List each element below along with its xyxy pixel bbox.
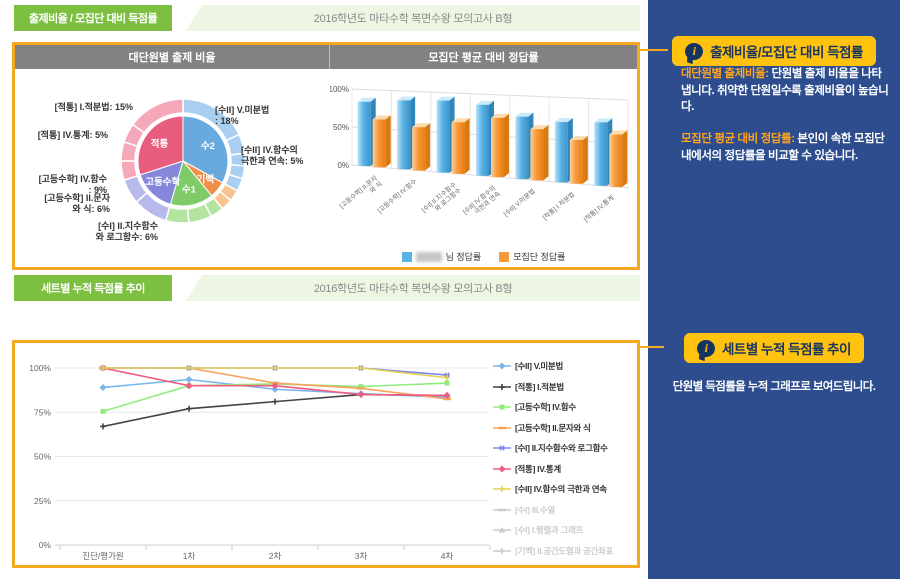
line-legend-label: [적통] IV.통계 bbox=[515, 463, 561, 474]
legend-label-user: 님 정답률 bbox=[445, 252, 482, 262]
info-desc: 본인이 속한 모집단 내에서의 정답률을 비교할 수 있습니다. bbox=[681, 133, 885, 162]
line-legend-label: [수II] IV.함수의 극한과 연속 bbox=[515, 484, 607, 495]
line-legend-label: [수I] II.지수함수와 로그함수 bbox=[515, 443, 608, 454]
bar-chart-legend: 님 정답률 모집단 정답률 bbox=[330, 250, 637, 263]
svg-text:0%: 0% bbox=[337, 161, 349, 170]
connector-line bbox=[640, 49, 668, 51]
info-term: 대단원별 출제비율: bbox=[681, 68, 769, 80]
svg-text:수2: 수2 bbox=[201, 141, 215, 152]
section-title: 2016학년도 마타수학 복면수왕 모의고사 B형 bbox=[186, 275, 640, 301]
svg-text:진단/평가원: 진단/평가원 bbox=[82, 551, 123, 561]
line-legend-item[interactable]: [수I] II.지수함수와 로그함수 bbox=[493, 438, 633, 459]
info-text-trend: 단원별 득점률을 누적 그래프로 보여드립니다. bbox=[672, 381, 876, 393]
svg-text:25%: 25% bbox=[34, 496, 51, 506]
connector-line bbox=[640, 346, 664, 348]
line-legend-label: [수I] I.행렬과 그래프 bbox=[515, 525, 584, 536]
line-legend-item[interactable]: [적통] I.적분법 bbox=[493, 377, 633, 398]
panel-exam-charts: 대단원별 출제 비율 모집단 평균 대비 정답률 수2 기벡 수1 고등수학 적통 [적통… bbox=[12, 42, 640, 270]
svg-text:[적통] IV.통계: [적통] IV.통계 bbox=[582, 193, 616, 223]
info-badge-exam-ratio: i 출제비율/모집단 대비 득점률 bbox=[672, 36, 876, 66]
line-legend-item[interactable]: [기벡] II.공간도형과 공간좌표 bbox=[493, 541, 633, 562]
svg-text:[고등수학] IV.함수: [고등수학] IV.함수 bbox=[375, 177, 418, 215]
pie-slice-label: [수I] II.지수함수 와 로그함수: 6% bbox=[95, 221, 158, 242]
info-icon: i bbox=[697, 339, 716, 357]
svg-text:4차: 4차 bbox=[441, 551, 454, 561]
svg-text:75%: 75% bbox=[34, 407, 51, 417]
pie-slice-label: [수II] IV.함수의 극한과 연속: 5% bbox=[241, 145, 304, 166]
redacted-name bbox=[415, 251, 442, 262]
line-legend-label: [수I] III.수열 bbox=[515, 504, 555, 515]
svg-text:[수I] II.지수함수와 로그함수: [수I] II.지수함수와 로그함수 bbox=[419, 180, 462, 220]
info-icon: i bbox=[685, 42, 704, 60]
pie-slice-label: [고등수학] II.문자 와 식: 6% bbox=[44, 193, 110, 214]
legend-swatch-population bbox=[499, 251, 510, 262]
line-chart-legend: [수II] V.미분법 [적통] I.적분법 [고등수학] IV.함수 [고등수학] … bbox=[493, 343, 633, 565]
svg-text:[수II] IV.함수의극한과 연속: [수II] IV.함수의극한과 연속 bbox=[461, 183, 502, 222]
line-legend-item[interactable]: [고등수학] II.문자와 식 bbox=[493, 418, 633, 439]
panel-trend-chart: 0% 25% 50% 75% 100% 진단/평가원 1차 2차 3차 4차 [수II] V.미분… bbox=[12, 340, 640, 568]
pie-slice-label: [수II] V.미분법: 18% bbox=[215, 105, 270, 126]
info-text-exam-ratio: 대단원별 출제비율: 단원별 출제 비율을 나타냅니다. 취약한 단원일수록 출… bbox=[681, 66, 889, 179]
svg-text:3차: 3차 bbox=[355, 551, 368, 561]
legend-item-population-score[interactable]: 모집단 정답률 bbox=[499, 250, 565, 263]
chart-title-row: 대단원별 출제 비율 모집단 평균 대비 정답률 bbox=[15, 45, 637, 69]
line-legend-item[interactable]: [고등수학] IV.함수 bbox=[493, 397, 633, 418]
svg-text:[수II] V.미분법: [수II] V.미분법 bbox=[501, 186, 536, 218]
legend-label-population: 모집단 정답률 bbox=[513, 252, 566, 262]
legend-item-user-score[interactable]: 님 정답률 bbox=[401, 250, 482, 263]
legend-swatch-user bbox=[401, 251, 412, 262]
line-chart: 0% 25% 50% 75% 100% 진단/평가원 1차 2차 3차 4차 bbox=[15, 343, 493, 565]
line-legend-label: [수II] V.미분법 bbox=[515, 361, 563, 372]
section-badge: 세트별 누적 득점률 추이 bbox=[14, 275, 172, 301]
svg-text:[적통] I.적분법: [적통] I.적분법 bbox=[541, 190, 577, 222]
svg-text:0%: 0% bbox=[39, 540, 52, 550]
line-legend-label: [적통] I.적분법 bbox=[515, 381, 564, 392]
pie-slice-label: [고등수학] IV.함수: 9% bbox=[38, 174, 107, 195]
svg-text:100%: 100% bbox=[29, 363, 51, 373]
line-legend-item[interactable]: [수II] IV.함수의 극한과 연속 bbox=[493, 479, 633, 500]
svg-text:수1: 수1 bbox=[182, 184, 197, 195]
line-legend-item[interactable]: [수II] V.미분법 bbox=[493, 356, 633, 377]
line-legend-label: [기벡] II.공간도형과 공간좌표 bbox=[515, 545, 614, 556]
bar-chart-plot: 100% 50% 0% [고등수학] II.문자와 식 [고등수학] IV.함수 [수I]… bbox=[329, 69, 637, 250]
section-title: 2016학년도 마타수학 복면수왕 모의고사 B형 bbox=[186, 5, 640, 31]
svg-text:50%: 50% bbox=[34, 452, 51, 462]
svg-text:100%: 100% bbox=[330, 85, 349, 94]
svg-text:고등수학: 고등수학 bbox=[145, 176, 180, 188]
info-term: 모집단 평균 대비 정답률: bbox=[681, 133, 795, 146]
info-badge-label: 세트별 누적 득점률 추이 bbox=[722, 342, 851, 357]
bar-chart: 100% 50% 0% [고등수학] II.문자와 식 [고등수학] IV.함수 [수I]… bbox=[329, 69, 637, 267]
chart-title-bar: 모집단 평균 대비 정답률 bbox=[428, 52, 539, 64]
line-legend-label: [고등수학] II.문자와 식 bbox=[515, 422, 591, 433]
line-legend-item[interactable]: [수I] I.행렬과 그래프 bbox=[493, 520, 633, 541]
line-legend-item[interactable]: [수I] III.수열 bbox=[493, 500, 633, 521]
svg-text:1차: 1차 bbox=[183, 551, 196, 561]
section-header-exam-ratio: 출제비율 / 모집단 대비 득점률 2016학년도 마타수학 복면수왕 모의고사… bbox=[14, 5, 640, 31]
svg-text:2차: 2차 bbox=[269, 551, 282, 561]
line-legend-item[interactable]: [적통] IV.통계 bbox=[493, 459, 633, 480]
section-header-trend: 세트별 누적 득점률 추이 2016학년도 마타수학 복면수왕 모의고사 B형 bbox=[14, 275, 640, 301]
info-desc: 단원별 출제 비율을 나타냅니다. 취약한 단원일수록 출제비율이 높습니다. bbox=[681, 68, 889, 114]
info-sidebar: i 출제비율/모집단 대비 득점률 대단원별 출제비율: 단원별 출제 비율을 … bbox=[648, 0, 900, 579]
info-badge-trend: i 세트별 누적 득점률 추이 bbox=[684, 333, 864, 363]
pie-slice-label: [적통] IV.통계: 5% bbox=[37, 130, 108, 140]
svg-text:적통: 적통 bbox=[151, 138, 169, 150]
svg-text:50%: 50% bbox=[333, 123, 349, 132]
chart-title-pie: 대단원별 출제 비율 bbox=[15, 45, 330, 69]
section-badge: 출제비율 / 모집단 대비 득점률 bbox=[14, 5, 172, 31]
pie-slice-label: [적통] I.적분법: 15% bbox=[54, 102, 133, 112]
pie-chart: 수2 기벡 수1 고등수학 적통 [적통] I.적분법: 15% [수II] V.미분법: … bbox=[15, 69, 330, 267]
info-badge-label: 출제비율/모집단 대비 득점률 bbox=[710, 45, 863, 60]
line-legend-label: [고등수학] IV.함수 bbox=[515, 402, 576, 413]
